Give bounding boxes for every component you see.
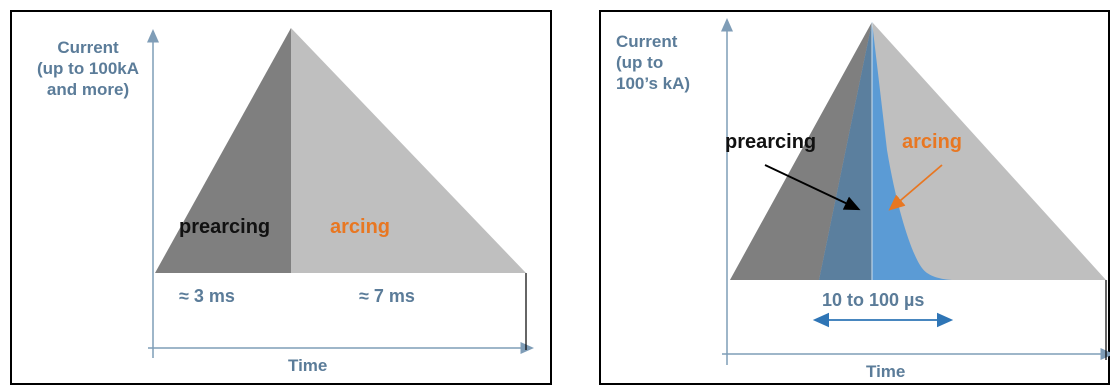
left-diagram-panel: Current (up to 100kA and more) prearcing… bbox=[0, 0, 552, 385]
left-x-axis-label: Time bbox=[288, 356, 328, 375]
left-panel-border bbox=[10, 10, 552, 385]
left-y-label-line-2: (up to 100kA bbox=[37, 59, 140, 78]
right-arcing-arrow bbox=[888, 164, 943, 211]
right-prearcing-label: prearcing bbox=[725, 131, 817, 153]
right-arcing-region bbox=[872, 22, 952, 280]
right-y-label-line-2: (up to bbox=[616, 53, 664, 72]
right-dark-wedge bbox=[730, 22, 872, 280]
right-arcing-label: arcing bbox=[902, 131, 963, 153]
left-arcing-region bbox=[291, 28, 526, 273]
right-diagram-panel: Current (up to 100’s kA) prearcing arcin… bbox=[552, 0, 1110, 385]
left-y-label-line-1: Current bbox=[57, 38, 119, 57]
left-arcing-label: arcing bbox=[330, 216, 391, 238]
left-arcing-duration: ≈ 7 ms bbox=[359, 286, 415, 306]
right-diagram-graphic bbox=[599, 10, 1110, 385]
right-x-axis-label: Time bbox=[866, 362, 906, 381]
left-prearcing-duration: ≈ 3 ms bbox=[179, 286, 235, 306]
left-diagram-graphic bbox=[10, 10, 552, 385]
right-prearcing-arrow bbox=[764, 164, 861, 211]
left-y-axis-label: Current (up to 100kA and more) bbox=[37, 37, 139, 100]
right-prearcing-region bbox=[819, 22, 872, 280]
right-y-label-line-1: Current bbox=[616, 32, 678, 51]
left-prearcing-region bbox=[155, 28, 291, 273]
right-y-axis-label: Current (up to 100’s kA) bbox=[616, 31, 690, 94]
right-y-label-line-3: 100’s kA) bbox=[616, 74, 691, 93]
left-prearcing-label: prearcing bbox=[179, 216, 271, 238]
right-panel-border bbox=[599, 10, 1110, 385]
right-duration-label: 10 to 100 µs bbox=[822, 290, 925, 310]
left-y-label-line-3: and more) bbox=[46, 80, 130, 99]
